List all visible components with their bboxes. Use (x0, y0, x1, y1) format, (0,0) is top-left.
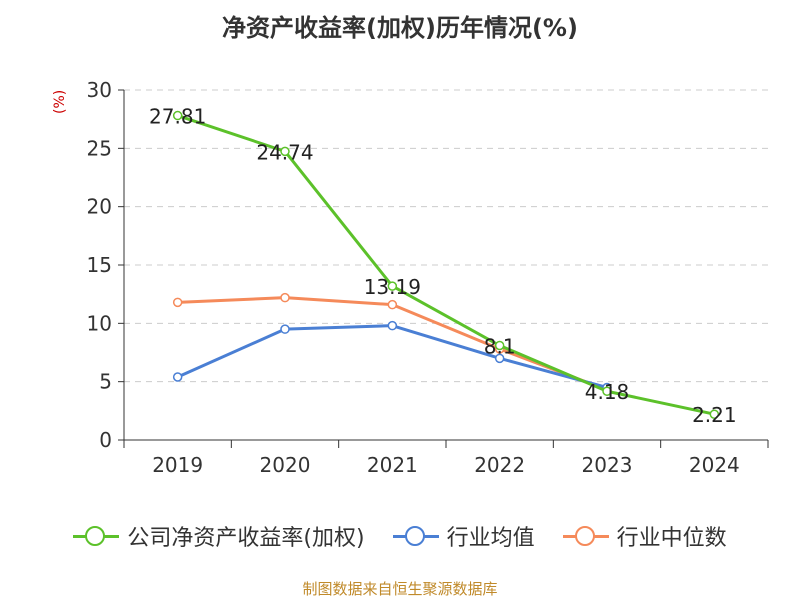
legend-item-industry-mean[interactable]: 行业均值 (392, 520, 535, 552)
data-point (494, 353, 505, 364)
y-tick-label: 30 (87, 78, 112, 102)
x-tick-label: 2021 (367, 453, 418, 477)
data-point (602, 386, 612, 396)
x-tick-label: 2020 (260, 453, 311, 477)
legend-marker-icon (562, 525, 609, 547)
y-tick-label: 20 (87, 195, 112, 219)
data-point (387, 299, 398, 310)
data-point (709, 409, 720, 419)
legend-marker-icon (73, 525, 120, 547)
series-line (177, 114, 715, 416)
data-point (280, 146, 290, 157)
axis-layer: 0 5 10 15 20 25 30 2019 2020 2021 2022 2023 2024 (87, 78, 769, 477)
y-tick-label: 5 (99, 370, 112, 394)
data-point (172, 110, 183, 121)
data-point (280, 324, 290, 334)
data-label: 24.74 (256, 140, 313, 164)
y-tick-label: 15 (87, 253, 112, 277)
x-tick-label: 2022 (474, 453, 525, 477)
label-layer: 27.81 24.74 13.19 8.1 4.18 2.21 (149, 105, 737, 428)
data-point (494, 340, 505, 351)
data-label: 2.21 (692, 403, 737, 427)
series-layer (172, 110, 720, 419)
data-label: 27.81 (149, 105, 206, 129)
legend: 公司净资产收益率(加权) 行业均值 行业中位数 (0, 520, 800, 552)
legend-item-industry-median[interactable]: 行业中位数 (562, 520, 727, 552)
chart-title: 净资产收益率(加权)历年情况(%) (222, 14, 578, 42)
x-tick-label: 2024 (689, 453, 740, 477)
legend-marker-icon (392, 525, 439, 547)
grid-layer (124, 89, 768, 383)
data-point (280, 292, 290, 303)
y-tick-label: 10 (87, 311, 112, 335)
data-point (172, 297, 183, 308)
series-line (177, 296, 608, 392)
data-point (387, 320, 398, 331)
legend-label: 行业均值 (446, 526, 535, 551)
y-tick-label: 0 (99, 428, 112, 452)
source-footer: 制图数据来自恒生聚源数据库 (302, 580, 498, 598)
x-tick-label: 2019 (152, 453, 203, 477)
data-point (172, 372, 183, 382)
data-label: 8.1 (484, 335, 516, 359)
data-label: 4.18 (585, 380, 630, 404)
legend-item-company[interactable]: 公司净资产收益率(加权) (73, 520, 365, 552)
data-point (387, 281, 398, 291)
legend-label: 公司净资产收益率(加权) (127, 526, 365, 551)
data-label: 13.19 (364, 275, 421, 299)
legend-label: 行业中位数 (616, 526, 727, 551)
x-tick-label: 2023 (582, 453, 633, 477)
series-line (177, 324, 608, 389)
y-tick-label: 25 (87, 136, 112, 160)
